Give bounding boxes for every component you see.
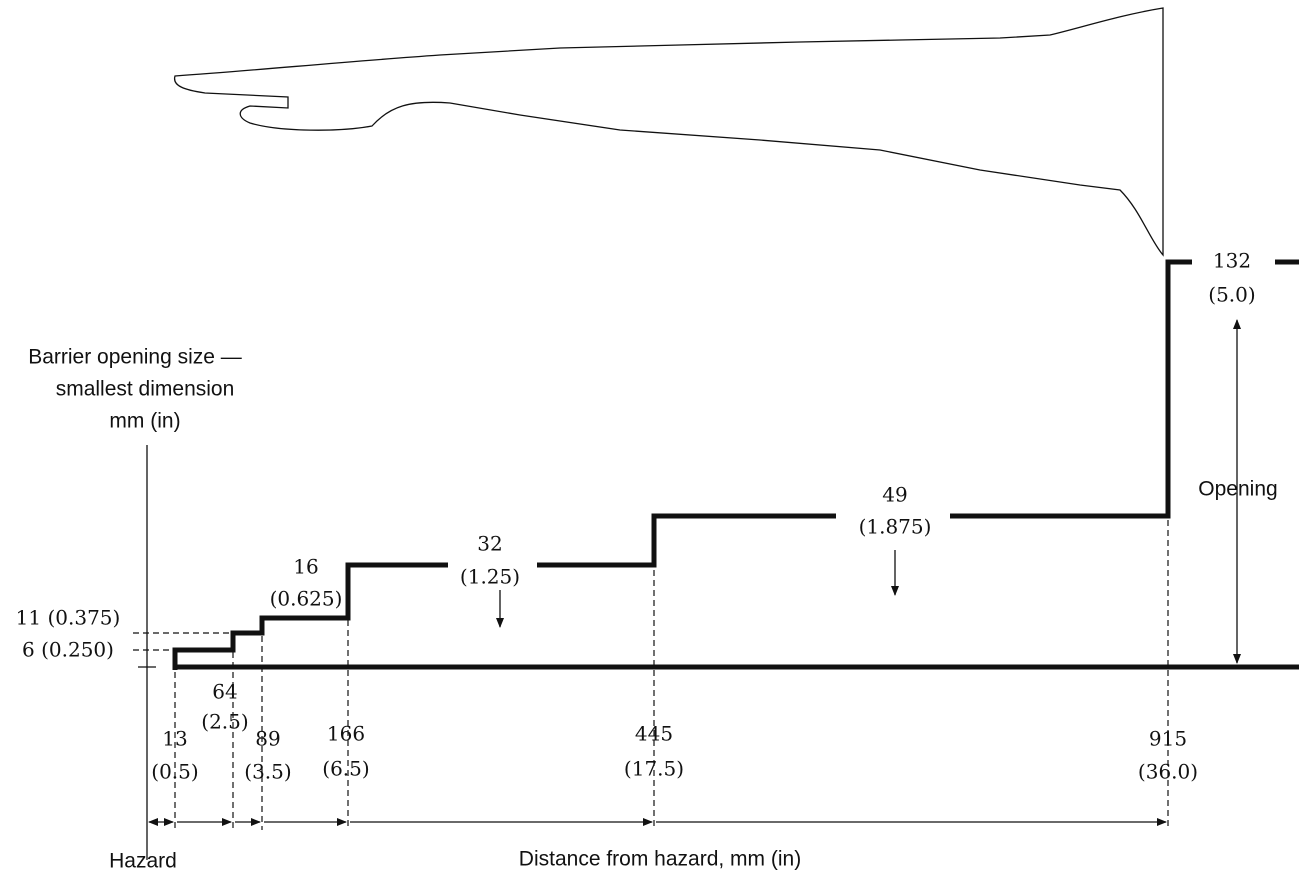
opening-size: 11 (0.375)	[16, 606, 121, 630]
distance: 89	[255, 727, 280, 751]
opening-size: (0.625)	[270, 587, 343, 611]
distance: (2.5)	[201, 710, 248, 734]
distance: 166	[327, 722, 365, 746]
distance: (3.5)	[244, 760, 291, 784]
opening-size: 6 (0.250)	[22, 638, 114, 662]
hazard-label: Hazard	[109, 850, 177, 873]
opening-size: 132	[1213, 249, 1251, 273]
opening-size: (5.0)	[1208, 283, 1255, 307]
opening-size: (1.25)	[460, 565, 520, 589]
distance: (17.5)	[624, 757, 684, 781]
axis-title: mm (in)	[109, 410, 180, 433]
distance: 13	[162, 727, 187, 751]
x-label: Distance from hazard, mm (in)	[519, 848, 801, 871]
opening-label: Opening	[1198, 478, 1277, 501]
distance: 915	[1149, 727, 1187, 751]
opening-size: (1.875)	[859, 515, 932, 539]
opening-size: 32	[477, 532, 502, 556]
dashed-guides	[133, 520, 1169, 830]
step-line	[172, 259, 1299, 670]
arm-outline	[173, 7, 1164, 257]
distance: (0.5)	[151, 760, 198, 784]
axis-title: smallest dimension	[56, 378, 235, 401]
opening-size: 49	[882, 483, 907, 507]
distance: 64	[212, 680, 237, 704]
distance: (6.5)	[322, 757, 369, 781]
opening-size: 16	[293, 555, 318, 579]
axis-title: Barrier opening size —	[28, 346, 242, 369]
distance: (36.0)	[1138, 760, 1198, 784]
distance: 445	[635, 722, 673, 746]
